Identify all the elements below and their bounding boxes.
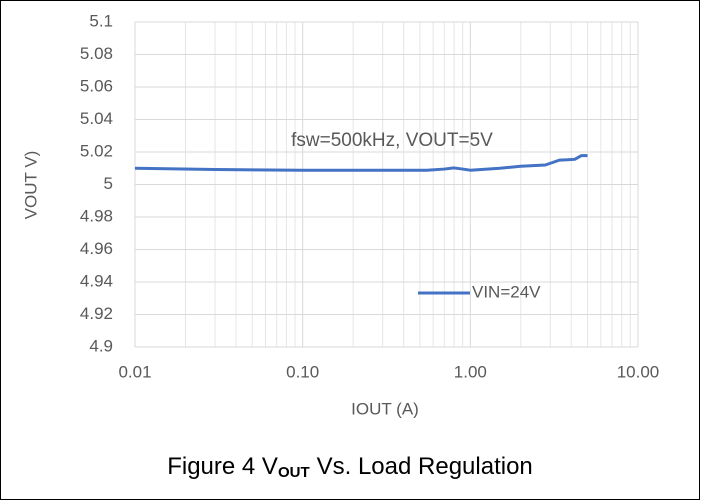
y-tick-label: 5.06 bbox=[80, 76, 113, 95]
caption-suffix: Vs. Load Regulation bbox=[317, 453, 533, 480]
legend-label: VIN=24V bbox=[472, 282, 541, 301]
y-tick-label: 5.02 bbox=[80, 141, 113, 160]
y-tick-label: 4.9 bbox=[89, 336, 113, 355]
y-tick-label: 5.08 bbox=[80, 44, 113, 63]
y-tick-label: 5.04 bbox=[80, 109, 113, 128]
y-tick-label: 4.92 bbox=[80, 304, 113, 323]
x-tick-label: 0.10 bbox=[286, 362, 319, 381]
y-tick-label: 4.94 bbox=[80, 271, 113, 290]
annotation: fsw=500kHz, VOUT=5V bbox=[291, 130, 493, 151]
y-tick-label: 4.96 bbox=[80, 239, 113, 258]
caption-prefix: Figure 4 V bbox=[167, 453, 278, 480]
y-axis-title: VOUT V) bbox=[21, 151, 40, 220]
x-tick-label: 0.01 bbox=[118, 362, 151, 381]
y-tick-label: 4.98 bbox=[80, 206, 113, 225]
x-tick-label: 10.00 bbox=[617, 362, 660, 381]
x-tick-label: 1.00 bbox=[454, 362, 487, 381]
y-tick-label: 5.1 bbox=[89, 11, 113, 30]
caption-subscript: OUT bbox=[278, 464, 310, 481]
series-line bbox=[134, 154, 588, 172]
y-tick-label: 5 bbox=[104, 174, 113, 193]
caption: Figure 4 VOUT Vs. Load Regulation bbox=[167, 453, 533, 481]
x-axis-title: IOUT (A) bbox=[351, 399, 419, 418]
